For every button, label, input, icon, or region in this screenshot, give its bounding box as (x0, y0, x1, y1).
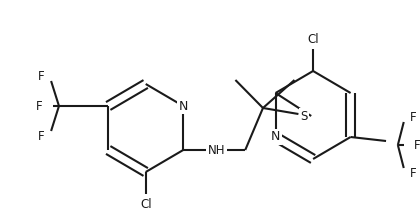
Text: NH: NH (208, 144, 226, 156)
Text: F: F (414, 138, 420, 152)
Text: F: F (36, 100, 42, 113)
Text: N: N (178, 100, 188, 113)
Text: F: F (38, 70, 45, 83)
Text: S: S (301, 110, 308, 122)
Text: F: F (38, 129, 45, 143)
Text: F: F (410, 166, 417, 180)
Text: Cl: Cl (307, 33, 319, 46)
Text: F: F (410, 110, 417, 123)
Text: Cl: Cl (140, 198, 152, 211)
Text: N: N (271, 131, 280, 144)
